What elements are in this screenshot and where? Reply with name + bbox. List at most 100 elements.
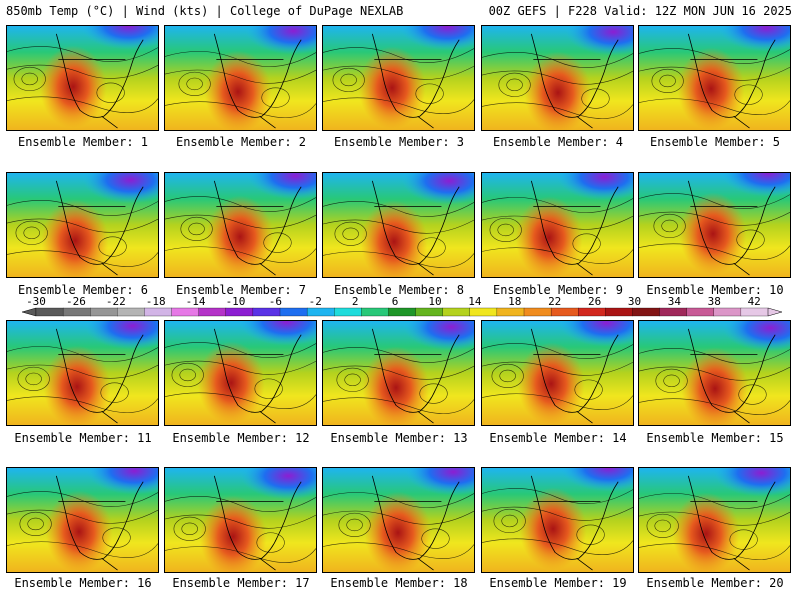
colorbar-swatch xyxy=(90,307,118,317)
temperature-map xyxy=(7,468,158,572)
temperature-map xyxy=(639,468,790,572)
colorbar-tick-label: 30 xyxy=(627,295,642,308)
temperature-map xyxy=(165,26,316,130)
colorbar-swatch xyxy=(334,307,362,317)
ensemble-member-label: Ensemble Member: 16 xyxy=(14,576,152,590)
colorbar-swatch xyxy=(740,307,769,317)
ensemble-member-label: Ensemble Member: 2 xyxy=(175,135,307,149)
temperature-map xyxy=(7,321,158,425)
colorbar-tick-label: 22 xyxy=(548,295,562,308)
colorbar-tick-label: -2 xyxy=(308,295,322,308)
temperature-map xyxy=(323,321,474,425)
colorbar-tick-label: 10 xyxy=(428,295,442,308)
header-left-title: 850mb Temp (°C) | Wind (kts) | College o… xyxy=(6,4,404,18)
colorbar-tick-label: -30 xyxy=(26,295,46,308)
colorbar-swatch xyxy=(578,307,606,317)
ensemble-panel-6 xyxy=(6,172,159,278)
colorbar-swatch xyxy=(523,307,552,317)
ensemble-member-label: Ensemble Member: 12 xyxy=(172,431,310,445)
ensemble-panel-7 xyxy=(164,172,317,278)
colorbar-swatch xyxy=(442,307,471,317)
colorbar-left-arrow xyxy=(21,307,37,317)
temperature-map xyxy=(323,468,474,572)
ensemble-member-label: Ensemble Member: 18 xyxy=(330,576,468,590)
temperature-colorbar: -30 -26 -22 -18 -14 -10 -6 -2 2 6 10 14 18 22 26 30 34 38… xyxy=(18,295,786,318)
colorbar-swatch xyxy=(659,307,688,317)
temperature-map xyxy=(165,173,316,277)
ensemble-member-label: Ensemble Member: 11 xyxy=(14,431,152,445)
ensemble-member-label: Ensemble Member: 4 xyxy=(492,135,624,149)
ensemble-panel-11 xyxy=(6,320,159,426)
ensemble-panel-1 xyxy=(6,25,159,131)
colorbar-swatch xyxy=(171,307,200,317)
ensemble-panel-2 xyxy=(164,25,317,131)
ensemble-panel-14 xyxy=(481,320,634,426)
ensemble-member-label: Ensemble Member: 15 xyxy=(646,431,784,445)
colorbar-swatch xyxy=(144,307,173,317)
temperature-map xyxy=(7,26,158,130)
colorbar-swatch xyxy=(117,307,145,317)
temperature-map xyxy=(323,173,474,277)
ensemble-member-label: Ensemble Member: 7 xyxy=(175,283,307,297)
colorbar-swatch xyxy=(361,307,389,317)
ensemble-member-label: Ensemble Member: 9 xyxy=(492,283,624,297)
temperature-map xyxy=(165,321,316,425)
colorbar-tick-label: -18 xyxy=(145,295,166,308)
colorbar-tick-label: 14 xyxy=(468,295,482,308)
colorbar-swatch xyxy=(713,307,742,317)
colorbar-tick-label: -6 xyxy=(268,295,283,308)
temperature-map xyxy=(7,173,158,277)
ensemble-member-label: Ensemble Member: 20 xyxy=(646,576,784,590)
colorbar-tick-label: 42 xyxy=(747,295,761,308)
ensemble-member-label: Ensemble Member: 17 xyxy=(172,576,310,590)
ensemble-member-label: Ensemble Member: 1 xyxy=(17,135,149,149)
ensemble-panel-16 xyxy=(6,467,159,573)
temperature-map xyxy=(639,26,790,130)
temperature-map xyxy=(639,173,790,277)
temperature-map xyxy=(482,468,633,572)
ensemble-member-label: Ensemble Member: 3 xyxy=(333,135,465,149)
ensemble-panel-20 xyxy=(638,467,791,573)
colorbar-swatch xyxy=(279,307,308,317)
colorbar-swatch xyxy=(388,307,417,317)
ensemble-member-label: Ensemble Member: 5 xyxy=(649,135,781,149)
ensemble-member-label: Ensemble Member: 14 xyxy=(489,431,627,445)
ensemble-panel-17 xyxy=(164,467,317,573)
colorbar-tick-label: 34 xyxy=(667,295,682,308)
ensemble-panel-10 xyxy=(638,172,791,278)
ensemble-member-label: Ensemble Member: 8 xyxy=(333,283,465,297)
ensemble-member-label: Ensemble Member: 13 xyxy=(330,431,468,445)
ensemble-panel-8 xyxy=(322,172,475,278)
colorbar-tick-label: -14 xyxy=(185,295,206,308)
header-right-title: 00Z GEFS | F228 Valid: 12Z MON JUN 16 20… xyxy=(488,4,792,18)
colorbar-swatch xyxy=(415,307,444,317)
temperature-map xyxy=(482,321,633,425)
ensemble-panel-13 xyxy=(322,320,475,426)
colorbar-tick-label: -26 xyxy=(65,295,86,308)
ensemble-panel-12 xyxy=(164,320,317,426)
temperature-map xyxy=(639,321,790,425)
colorbar-swatch xyxy=(35,307,64,317)
temperature-map xyxy=(323,26,474,130)
ensemble-panel-4 xyxy=(481,25,634,131)
colorbar-tick-label: 26 xyxy=(587,295,602,308)
ensemble-panel-15 xyxy=(638,320,791,426)
temperature-map xyxy=(165,468,316,572)
temperature-map xyxy=(482,26,633,130)
colorbar-swatch xyxy=(225,307,254,317)
colorbar-right-arrow xyxy=(767,307,783,317)
colorbar-swatch xyxy=(550,307,579,317)
colorbar-swatch xyxy=(469,307,498,317)
colorbar-swatch xyxy=(306,307,335,317)
colorbar-tick-label: 6 xyxy=(391,295,399,308)
colorbar-swatch xyxy=(605,307,633,317)
ensemble-member-label: Ensemble Member: 19 xyxy=(489,576,627,590)
ensemble-panel-19 xyxy=(481,467,634,573)
ensemble-member-label: Ensemble Member: 10 xyxy=(646,283,784,297)
colorbar-swatch xyxy=(252,307,281,317)
ensemble-panel-9 xyxy=(481,172,634,278)
colorbar-swatch xyxy=(686,307,715,317)
colorbar-swatch xyxy=(62,307,91,317)
temperature-map xyxy=(482,173,633,277)
colorbar-swatch xyxy=(198,307,227,317)
